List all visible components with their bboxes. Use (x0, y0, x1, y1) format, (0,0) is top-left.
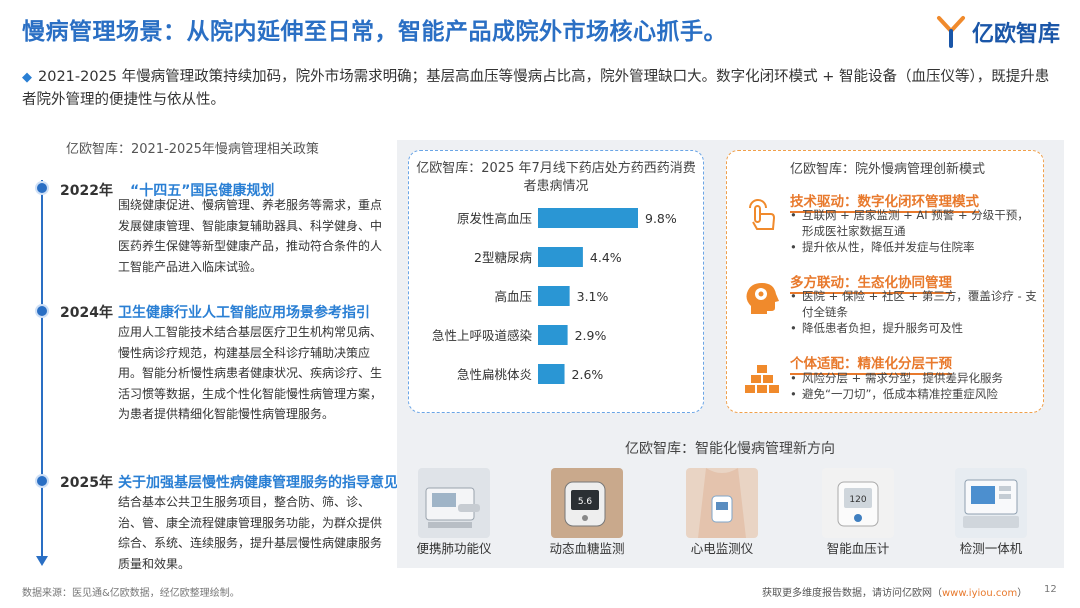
device-label: 动态血糖监测 (549, 541, 625, 556)
intro-text: 2021-2025 年慢病管理政策持续加码，院外市场需求明确；基层高血压等慢病占… (22, 69, 1050, 108)
innovation-title-text: 多方联动：生态化协同管理 (790, 275, 952, 291)
device-label: 智能血压计 (826, 541, 890, 556)
logo-mark-icon (936, 16, 965, 48)
timeline-policy-title: 卫生健康行业人工智能应用场景参考指引 (118, 305, 370, 321)
innovation-point: 风险分层 + 需求分型，提供差异化服务 (790, 370, 1040, 386)
brand-logo: 亿欧智库 (936, 12, 1060, 52)
timeline-policy-title: 关于加强基层慢性病健康管理服务的指导意见 (118, 475, 398, 491)
category-label: 急性扁桃体炎 (457, 367, 532, 382)
intro-paragraph: ◆ 2021-2025 年慢病管理政策持续加码，院外市场需求明确；基层高血压等慢病… (22, 66, 1062, 112)
innovation-points: 医院 + 保险 + 社区 + 第三方，覆盖诊疗 - 支付全链条 降低患者负担，提… (790, 288, 1040, 336)
bp-monitor-image: 120 (822, 468, 894, 538)
footer-contact-suffix: ） (1017, 588, 1028, 599)
timeline-line (41, 180, 43, 560)
innovation-heading: 亿欧智库：院外慢病管理创新模式 (790, 162, 986, 177)
value-label: 9.8% (645, 211, 677, 226)
spirometer-image (418, 468, 490, 538)
device-label: 检测一体机 (959, 541, 1023, 556)
chart-title: 亿欧智库：2025 年7月线下药店处方药西药消费者患病情况 (416, 161, 696, 194)
innovation-title-text: 技术驱动：数字化闭环管理模式 (790, 194, 979, 210)
category-label: 急性上呼吸道感染 (432, 328, 533, 343)
device-label: 便携肺功能仪 (416, 541, 492, 556)
innovation-points: 风险分层 + 需求分型，提供差异化服务 避免“一刀切”，低成本精准控重症风险 (790, 370, 1040, 402)
innovation-point: 互联网 + 居家监测 + AI 预警 + 分级干预，形成医社家数据互通 (790, 207, 1040, 239)
logo-text: 亿欧智库 (971, 22, 1060, 47)
bar (538, 364, 565, 384)
value-label: 2.6% (572, 367, 604, 382)
innovation-points: 互联网 + 居家监测 + AI 预警 + 分级干预，形成医社家数据互通 提升依从… (790, 207, 1040, 255)
page-number: 12 (1044, 584, 1057, 595)
device-label: 心电监测仪 (690, 541, 754, 556)
timeline-year: 2025年 (60, 475, 113, 491)
svg-text:5.6: 5.6 (578, 497, 593, 507)
timeline-dot (35, 181, 49, 195)
page-title: 慢病管理场景：从院内延伸至日常，智能产品成院外市场核心抓手。 (22, 19, 727, 45)
svg-text:120: 120 (849, 495, 866, 505)
footer-contact-text: 获取更多维度报告数据，请访问亿欧网（ (762, 588, 942, 599)
category-label: 高血压 (494, 289, 532, 304)
disease-bar-chart: 原发性高血压 9.8% 2型糖尿病 4.4% 高血压 3.1% 急性上呼吸道感染 2.9% 急性… (432, 208, 677, 384)
testing-kiosk-image (955, 468, 1027, 538)
innovation-point: 医院 + 保险 + 社区 + 第三方，覆盖诊疗 - 支付全链条 (790, 288, 1040, 320)
diamond-bullet-icon: ◆ (22, 70, 32, 85)
bar (538, 325, 568, 345)
timeline-dot (35, 304, 49, 318)
ecg-monitor-image (686, 468, 758, 538)
bar (538, 286, 570, 306)
data-source-note: 数据来源：医见通&亿欧数据，经亿欧整理绘制。 (22, 588, 240, 599)
brain-head-icon (746, 283, 779, 314)
footer-contact: 获取更多维度报告数据，请访问亿欧网（www.iyiou.com） (762, 584, 1027, 599)
bar (538, 247, 583, 267)
timeline-year: 2022年 (60, 183, 113, 199)
timeline-policy-body: 结合基本公共卫生服务项目，整合防、筛、诊、治、管、康全流程健康管理服务功能，为群… (118, 495, 383, 571)
glucose-monitor-image: 5.6 (551, 468, 623, 538)
timeline-dot (35, 474, 49, 488)
category-label: 原发性高血压 (457, 211, 532, 226)
timeline-policy-title: “十四五”国民健康规划 (130, 183, 275, 199)
touch-hand-icon (749, 199, 776, 230)
timeline-policy-body: 应用人工智能技术结合基层医疗卫生机构常见病、慢性病诊疗规范，构建基层全科诊疗辅助… (118, 325, 383, 421)
innovation-point: 提升依从性，降低并发症与住院率 (790, 239, 1040, 255)
timeline-policy-body: 围绕健康促进、慢病管理、养老服务等需求，重点发展健康管理、智能康复辅助器具、科学… (118, 198, 383, 274)
innovation-title-text: 个体适配：精准化分层干预 (790, 356, 952, 372)
value-label: 2.9% (575, 328, 607, 343)
bar (538, 208, 638, 228)
footer-link[interactable]: www.iyiou.com (942, 588, 1018, 599)
category-label: 2型糖尿病 (474, 250, 532, 265)
devices-heading: 亿欧智库：智能化慢病管理新方向 (625, 441, 835, 457)
value-label: 3.1% (577, 289, 609, 304)
timeline-year: 2024年 (60, 305, 113, 321)
policy-heading: 亿欧智库：2021-2025年慢病管理相关政策 (66, 142, 319, 157)
stacked-blocks-icon (745, 365, 779, 393)
timeline-arrow-icon (36, 556, 48, 566)
innovation-point: 降低患者负担，提升服务可及性 (790, 320, 1040, 336)
value-label: 4.4% (590, 250, 622, 265)
innovation-point: 避免“一刀切”，低成本精准控重症风险 (790, 386, 1040, 402)
